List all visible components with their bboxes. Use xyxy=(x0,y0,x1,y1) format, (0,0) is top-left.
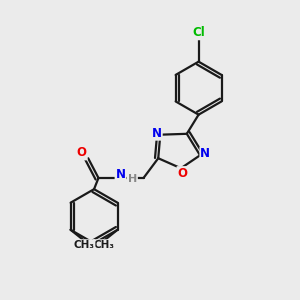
Text: Cl: Cl xyxy=(192,26,205,39)
Text: CH₃: CH₃ xyxy=(94,240,115,250)
Text: N: N xyxy=(152,127,162,140)
Text: N: N xyxy=(200,147,210,160)
Text: CH₃: CH₃ xyxy=(74,240,94,250)
Text: H: H xyxy=(128,174,137,184)
Text: O: O xyxy=(177,167,188,180)
Text: N: N xyxy=(116,168,126,181)
Text: O: O xyxy=(77,146,87,159)
